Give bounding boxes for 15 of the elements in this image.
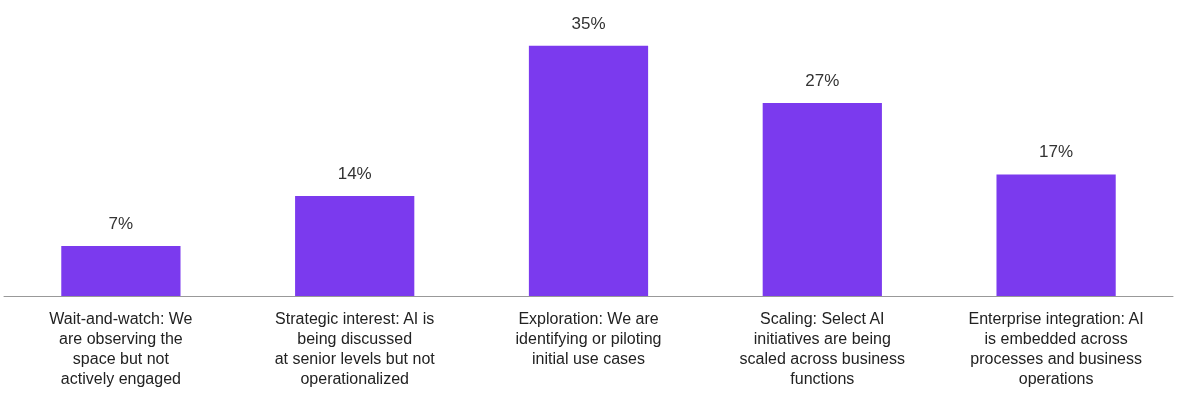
- data-label: 27%: [805, 70, 840, 90]
- bar: [762, 102, 882, 296]
- bar: [295, 195, 415, 296]
- data-label: 17%: [1039, 142, 1074, 162]
- x-tick-label: Scaling: Select AI initiatives are being scaled across business functions: [739, 309, 906, 387]
- data-label: 14%: [337, 163, 372, 183]
- bar: [996, 174, 1116, 296]
- bar: [61, 245, 181, 296]
- data-label: 7%: [108, 213, 134, 233]
- x-tick-label: Wait-and-watch: We are observing the space but not actively engaged: [49, 309, 193, 387]
- bar: [528, 45, 649, 296]
- x-tick-label: Enterprise integration: AI is embedded across processes and business operations: [968, 309, 1144, 387]
- data-label: 35%: [571, 13, 606, 33]
- x-tick-label: Strategic interest: AI is being discussed at senior levels but not operationalized: [274, 309, 436, 387]
- x-tick-label: Exploration: We are identifying or piloting initial use cases: [515, 309, 662, 367]
